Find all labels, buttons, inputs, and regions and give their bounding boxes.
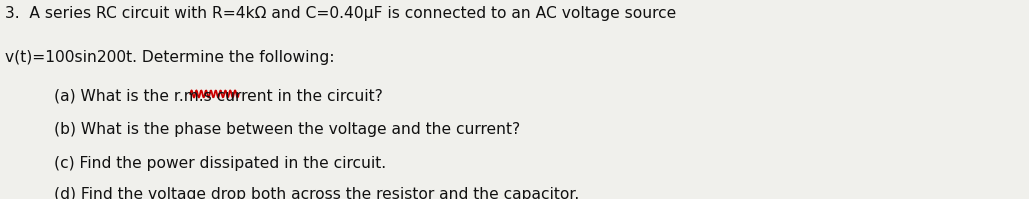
Text: (b) What is the phase between the voltage and the current?: (b) What is the phase between the voltag… [54, 122, 520, 137]
Text: (a) What is the r.m.s current in the circuit?: (a) What is the r.m.s current in the cir… [54, 89, 383, 103]
Text: 3.  A series RC circuit with R=4kΩ and C=0.40μF is connected to an AC voltage so: 3. A series RC circuit with R=4kΩ and C=… [5, 6, 676, 21]
Text: (d) Find the voltage drop both across the resistor and the capacitor.: (d) Find the voltage drop both across th… [54, 187, 578, 199]
Text: (c) Find the power dissipated in the circuit.: (c) Find the power dissipated in the cir… [54, 156, 386, 171]
Text: v(t)=100sin200t. Determine the following:: v(t)=100sin200t. Determine the following… [5, 50, 334, 65]
